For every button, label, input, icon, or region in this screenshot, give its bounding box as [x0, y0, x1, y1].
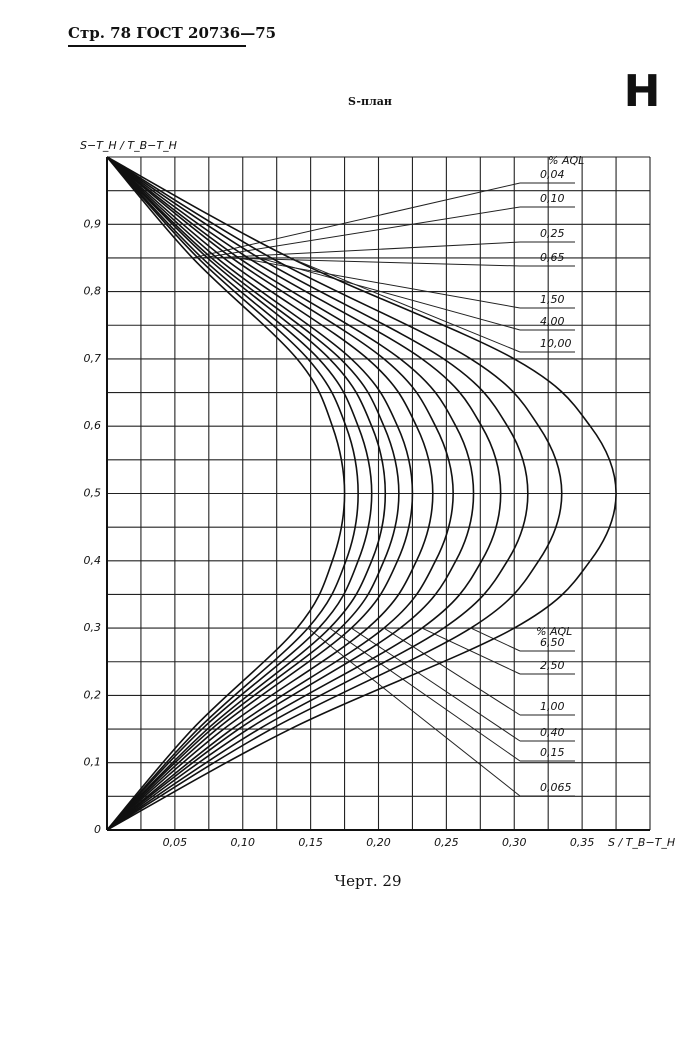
- leader-line: [290, 257, 521, 353]
- y-tick-label: 0,5: [84, 487, 102, 500]
- legend-label: 0,15: [540, 746, 565, 759]
- legend-label: 0,40: [540, 726, 565, 739]
- x-tick-label: 0,10: [231, 836, 256, 849]
- oc-curve: [106, 156, 400, 831]
- legend-label: 6,50: [540, 636, 565, 649]
- x-tick-label: 0,35: [570, 836, 595, 849]
- oc-curve: [106, 156, 454, 831]
- y-tick-label: 0,6: [84, 419, 102, 432]
- leader-line: [211, 241, 521, 259]
- y-tick-label: 0,3: [84, 621, 102, 634]
- oc-curve: [106, 156, 373, 831]
- oc-curve: [106, 156, 387, 831]
- leader-line: [421, 627, 521, 675]
- legend-label: 0,65: [540, 251, 565, 264]
- page-header: Стр. 78 ГОСТ 20736—75: [68, 24, 276, 42]
- leader-line: [351, 627, 521, 742]
- leader-line: [258, 257, 521, 331]
- legend-label: 1,50: [540, 293, 565, 306]
- legend-label: 4,00: [540, 315, 565, 328]
- legend-label: 0,25: [540, 227, 565, 240]
- x-tick-label: 0,15: [298, 836, 323, 849]
- y-tick-label: 0: [94, 823, 101, 836]
- y-tick-label: 0,7: [84, 352, 102, 365]
- leader-line: [192, 182, 521, 259]
- oc-curve: [106, 156, 529, 831]
- oc-curve: [106, 156, 434, 831]
- leader-line: [307, 627, 521, 797]
- oc-curve: [106, 156, 502, 831]
- x-axis-label: S / T_B−T_H: [608, 836, 675, 849]
- leader-line: [329, 627, 521, 762]
- figure-caption: Черт. 29: [335, 872, 402, 890]
- legend-label: 0,10: [540, 192, 565, 205]
- y-tick-label: 0,2: [84, 688, 102, 701]
- x-tick-label: 0,05: [163, 836, 188, 849]
- legend-label: 1,00: [540, 700, 565, 713]
- leader-line: [223, 257, 521, 267]
- corner-letter: H: [624, 66, 661, 117]
- oc-curve: [106, 156, 563, 831]
- x-tick-label: 0,20: [366, 836, 391, 849]
- legend-label: 2,50: [540, 659, 565, 672]
- leader-line: [470, 627, 521, 652]
- y-tick-label: 0,4: [84, 554, 102, 567]
- legend-label: 0,065: [540, 781, 572, 794]
- x-tick-label: 0,30: [502, 836, 527, 849]
- leader-line: [238, 257, 521, 309]
- oc-curve: [106, 156, 346, 831]
- y-tick-label: 0,9: [84, 217, 102, 230]
- leader-line: [383, 627, 521, 716]
- y-tick-label: 0,1: [84, 756, 102, 769]
- oc-curve: [106, 156, 359, 831]
- legend-label: 10,00: [540, 337, 572, 350]
- chart-title: S-план: [348, 95, 392, 108]
- legend-header: % AQL: [548, 154, 584, 167]
- x-tick-label: 0,25: [434, 836, 459, 849]
- oc-curve: [106, 156, 617, 831]
- y-axis-label: S−T_H / T_B−T_H: [80, 139, 177, 152]
- legend-label: 0,04: [540, 168, 565, 181]
- oc-curve: [106, 156, 475, 831]
- y-tick-label: 0,8: [84, 285, 102, 298]
- oc-curve: [106, 156, 414, 831]
